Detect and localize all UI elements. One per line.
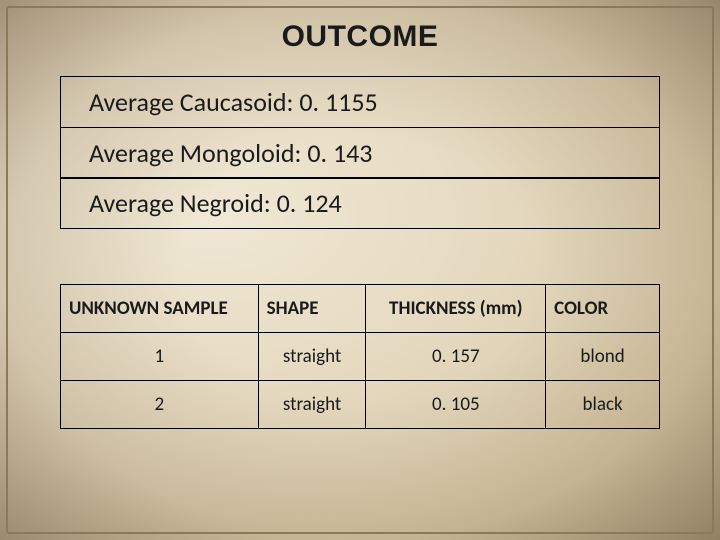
cell-sample: 2	[61, 381, 259, 429]
slide-content: OUTCOME Average Caucasoid: 0. 1155 Avera…	[0, 0, 720, 429]
header-color: COLOR	[546, 285, 660, 333]
table-row: 2 straight 0. 105 black	[61, 381, 660, 429]
average-row-3: Average Negroid: 0. 124	[60, 177, 660, 229]
average-row-2: Average Mongoloid: 0. 143	[60, 127, 660, 179]
page-title: OUTCOME	[60, 20, 660, 54]
sample-table: UNKNOWN SAMPLE SHAPE THICKNESS (mm) COLO…	[60, 284, 660, 429]
cell-shape: straight	[258, 333, 366, 381]
table-row: 1 straight 0. 157 blond	[61, 333, 660, 381]
header-sample: UNKNOWN SAMPLE	[61, 285, 259, 333]
header-thickness: THICKNESS (mm)	[366, 285, 546, 333]
header-shape: SHAPE	[258, 285, 366, 333]
cell-color: black	[546, 381, 660, 429]
table-header-row: UNKNOWN SAMPLE SHAPE THICKNESS (mm) COLO…	[61, 285, 660, 333]
averages-group: Average Caucasoid: 0. 1155 Average Mongo…	[60, 76, 660, 229]
average-row-1: Average Caucasoid: 0. 1155	[60, 76, 660, 128]
cell-thickness: 0. 157	[366, 333, 546, 381]
cell-shape: straight	[258, 381, 366, 429]
cell-color: blond	[546, 333, 660, 381]
cell-thickness: 0. 105	[366, 381, 546, 429]
cell-sample: 1	[61, 333, 259, 381]
